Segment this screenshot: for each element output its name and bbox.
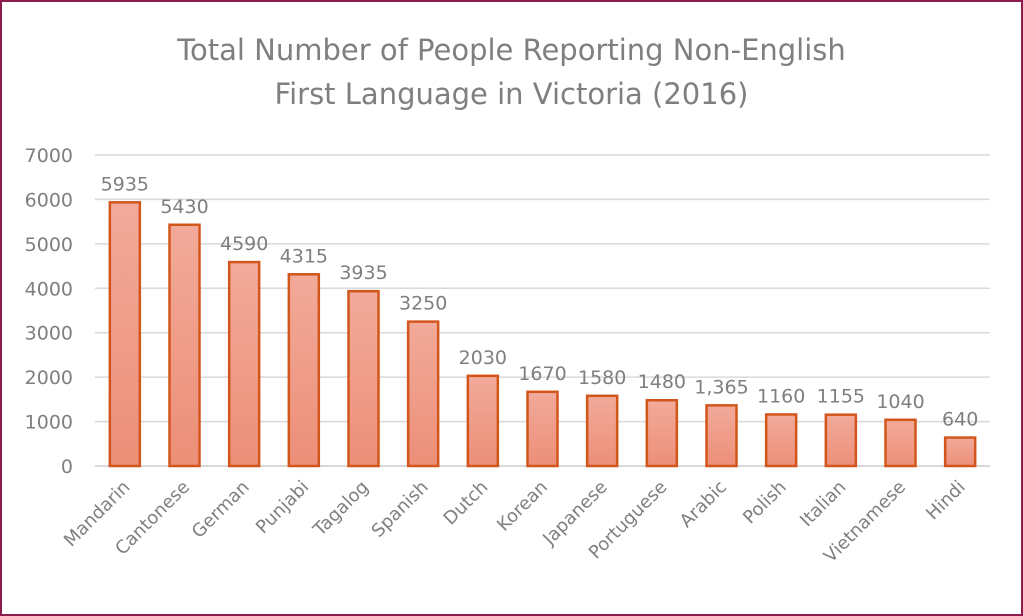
x-tick-label: Dutch	[440, 477, 493, 530]
chart-title-line-1: Total Number of People Reporting Non-Eng…	[177, 33, 846, 67]
data-label: 1,365	[694, 376, 748, 398]
data-label: 640	[942, 409, 978, 431]
chart-title: Total Number of People Reporting Non-Eng…	[0, 28, 1023, 116]
data-label: 4315	[280, 245, 328, 267]
bar-vietnamese	[884, 418, 917, 468]
x-tick-label: Italian	[796, 477, 850, 531]
data-label: 5935	[101, 173, 149, 195]
bar-dutch	[466, 374, 500, 468]
bar-portuguese	[645, 398, 679, 468]
y-tick-label: 3000	[25, 323, 73, 345]
x-tick-label: Punjabi	[252, 477, 313, 538]
data-label: 1155	[817, 386, 865, 408]
bar-korean	[526, 390, 559, 468]
y-tick-label: 7000	[25, 145, 73, 167]
x-tick-label: Korean	[493, 477, 552, 536]
x-tick-label: Arabic	[676, 477, 731, 532]
x-tick-label: German	[188, 477, 254, 543]
bar-german	[227, 260, 261, 468]
x-tick-label: Tagalog	[309, 477, 373, 541]
x-tick-label: Spanish	[368, 477, 433, 542]
y-tick-label: 5000	[25, 234, 73, 256]
bar-punjabi	[287, 273, 321, 468]
bar-arabic	[705, 404, 738, 468]
data-label: 2030	[459, 347, 507, 369]
bar-italian	[824, 413, 858, 468]
bar-mandarin	[108, 201, 142, 468]
y-tick-label: 6000	[25, 189, 73, 211]
data-label: 1580	[578, 367, 626, 389]
data-label: 5430	[160, 196, 208, 218]
data-label: 1160	[757, 385, 805, 407]
data-label: 3935	[339, 262, 387, 284]
bar-polish	[764, 413, 798, 468]
data-label: 1480	[638, 371, 686, 393]
bar-hindi	[943, 436, 977, 468]
bar-spanish	[406, 320, 440, 468]
y-tick-label: 0	[61, 456, 73, 478]
y-tick-label: 2000	[25, 367, 73, 389]
bar-tagalog	[347, 289, 380, 468]
y-tick-label: 4000	[25, 278, 73, 300]
data-label: 1040	[876, 391, 924, 413]
x-tick-label: Polish	[739, 477, 791, 529]
x-tick-label: Hindi	[922, 477, 970, 525]
chart-title-line-2: First Language in Victoria (2016)	[274, 77, 749, 111]
bar-japanese	[585, 394, 619, 468]
data-label: 1670	[518, 363, 566, 385]
data-label: 4590	[220, 233, 268, 255]
bar-cantonese	[168, 223, 201, 468]
y-tick-label: 1000	[25, 412, 73, 434]
data-label: 3250	[399, 293, 447, 315]
